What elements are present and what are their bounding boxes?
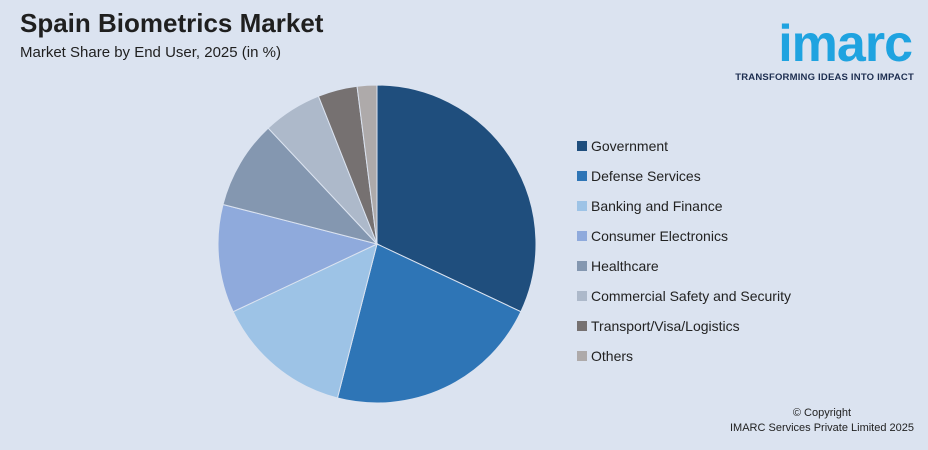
legend-swatch (577, 321, 587, 331)
legend-swatch (577, 201, 587, 211)
legend-label: Banking and Finance (591, 198, 723, 214)
legend-swatch (577, 351, 587, 361)
pie-slice-banking-and-finance (232, 243, 378, 399)
legend-label: Others (591, 348, 634, 364)
legend-swatch (577, 291, 587, 301)
chart-subtitle: Market Share by End User, 2025 (in %) (20, 44, 281, 61)
legend-label: Government (591, 138, 669, 154)
legend-label: Defense Services (591, 168, 701, 184)
imarc-logo: imarc TRANSFORMING IDEAS INTO IMPACT (735, 10, 916, 83)
legend-swatch (577, 141, 587, 151)
legend-label: Commercial Safety and Security (591, 288, 791, 304)
legend-item-commercial-safety: Commercial Safety and Security (577, 281, 791, 311)
legend-swatch (577, 261, 587, 271)
chart-title: Spain Biometrics Market (20, 8, 324, 38)
legend-item-government: Government (577, 131, 791, 161)
legend-label: Consumer Electronics (591, 228, 728, 244)
pie-slice-healthcare (222, 127, 379, 245)
legend-swatch (577, 171, 587, 181)
legend-label: Transport/Visa/Logistics (591, 318, 740, 334)
pie-slice-defense-services (336, 243, 522, 404)
logo-wordmark: imarc (778, 15, 913, 73)
company-line: IMARC Services Private Limited 2025 (729, 422, 914, 434)
legend-item-transport-visa-logistics: Transport/Visa/Logistics (577, 311, 791, 341)
legend-item-others: Others (577, 341, 791, 371)
legend-item-banking-and-finance: Banking and Finance (577, 191, 791, 221)
copyright-footer: © Copyright IMARC Services Private Limit… (730, 406, 914, 436)
logo-tagline: TRANSFORMING IDEAS INTO IMPACT (735, 72, 914, 83)
pie-slice-consumer-electronics (217, 203, 379, 313)
legend-label: Healthcare (591, 258, 659, 274)
legend-item-defense-services: Defense Services (577, 161, 791, 191)
legend-swatch (577, 231, 587, 241)
pie-slice-others (356, 84, 378, 245)
copyright-line: © Copyright (792, 407, 852, 419)
chart-legend: Government Defense Services Banking and … (577, 131, 791, 371)
legend-item-healthcare: Healthcare (577, 251, 791, 281)
legend-item-consumer-electronics: Consumer Electronics (577, 221, 791, 251)
pie-slice-government (376, 84, 537, 313)
